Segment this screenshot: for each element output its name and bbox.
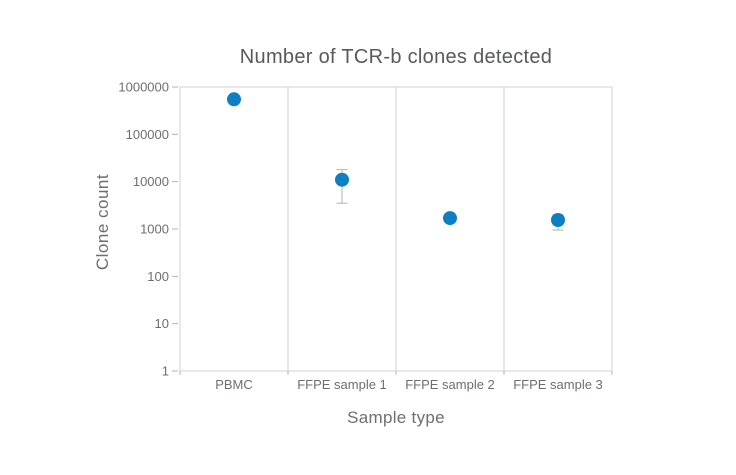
- data-point-marker: [551, 212, 565, 227]
- y-tick-label: 100000: [126, 127, 169, 142]
- x-axis-title: Sample type: [347, 408, 445, 427]
- data-point-marker: [443, 211, 457, 226]
- data-point-marker: [335, 172, 349, 187]
- y-tick-label: 10: [155, 316, 169, 331]
- chart-title: Number of TCR-b clones detected: [239, 46, 553, 68]
- y-tick-label: 1: [162, 364, 169, 379]
- x-tick-label: FFPE sample 2: [405, 377, 495, 392]
- x-tick-label: FFPE sample 3: [513, 377, 603, 392]
- x-tick-label: PBMC: [215, 377, 253, 392]
- x-tick-label: FFPE sample 1: [297, 377, 387, 392]
- data-point-marker: [227, 92, 241, 107]
- y-tick-label: 1000000: [118, 80, 169, 95]
- y-tick-label: 10000: [133, 174, 169, 189]
- y-tick-label: 1000: [140, 222, 169, 237]
- y-tick-label: 100: [147, 269, 169, 284]
